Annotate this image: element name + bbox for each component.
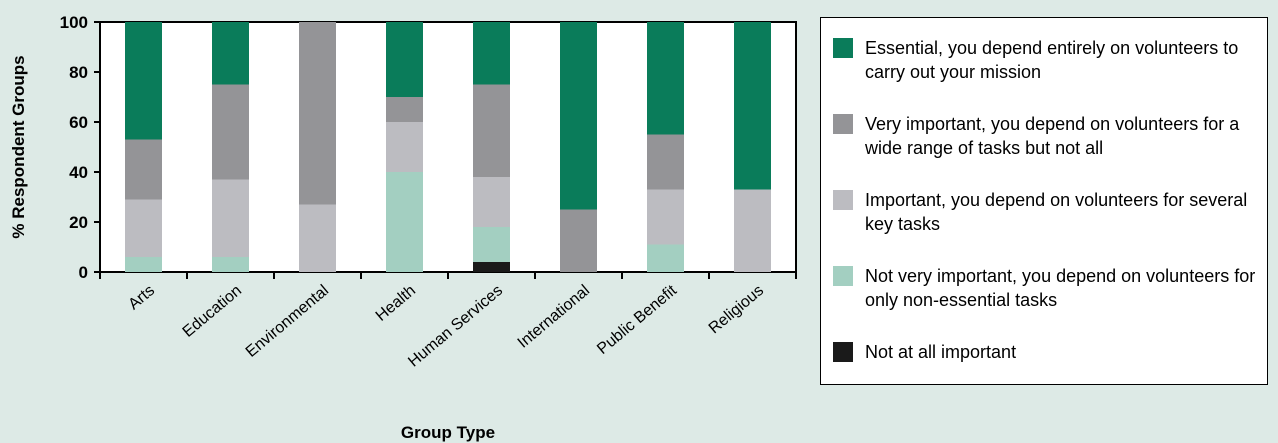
x-tick-label: Public Benefit bbox=[594, 282, 680, 358]
x-axis-title: Group Type bbox=[401, 423, 495, 442]
legend-swatch bbox=[833, 190, 853, 210]
bar-segment bbox=[212, 84, 249, 180]
legend-swatch bbox=[833, 342, 853, 362]
bar-segment bbox=[560, 209, 597, 272]
legend-label: Not at all important bbox=[865, 342, 1017, 362]
bar-segment bbox=[386, 172, 423, 272]
legend-item: Not at all important bbox=[833, 340, 1260, 364]
bar-segment bbox=[647, 189, 684, 245]
plot-area bbox=[99, 21, 797, 273]
legend-swatch bbox=[833, 266, 853, 286]
bar-segment bbox=[125, 257, 162, 272]
bar-segment bbox=[734, 22, 771, 190]
x-tick-label: International bbox=[515, 282, 593, 352]
bar-segment bbox=[473, 22, 510, 85]
bar-segment bbox=[473, 227, 510, 262]
legend-item: Very important, you depend on volunteers… bbox=[833, 112, 1260, 160]
y-ticks-group: 0 20 40 60 80 100 bbox=[60, 13, 100, 282]
legend-label: Essential, you depend entirely on volunt… bbox=[865, 38, 1239, 82]
bar-segment bbox=[473, 177, 510, 227]
y-tick-label: 60 bbox=[69, 113, 88, 132]
bar-segment bbox=[647, 134, 684, 190]
legend-item: Essential, you depend entirely on volunt… bbox=[833, 36, 1260, 84]
bar-segment bbox=[473, 84, 510, 177]
x-tick-label: Arts bbox=[125, 282, 158, 313]
bar-segment bbox=[386, 122, 423, 172]
y-tick-label: 40 bbox=[69, 163, 88, 182]
bar-segment bbox=[299, 204, 336, 272]
x-tick-label: Environmental bbox=[243, 282, 332, 361]
y-tick-label: 80 bbox=[69, 63, 88, 82]
legend-label: Very important, you depend on volunteers… bbox=[865, 114, 1240, 158]
bar-segment bbox=[386, 22, 423, 97]
bar-segment bbox=[125, 199, 162, 257]
y-tick-label: 100 bbox=[60, 13, 88, 32]
legend-swatch bbox=[833, 114, 853, 134]
legend-item: Important, you depend on volunteers for … bbox=[833, 188, 1260, 236]
bar-segment bbox=[647, 22, 684, 135]
bar-segment bbox=[386, 97, 423, 122]
bar-segment bbox=[125, 22, 162, 140]
legend-swatch bbox=[833, 38, 853, 58]
legend-label: Not very important, you depend on volunt… bbox=[865, 266, 1256, 310]
y-axis-title: % Respondent Groups bbox=[9, 55, 28, 238]
x-tick-label: Education bbox=[180, 282, 245, 341]
bar-segment bbox=[125, 139, 162, 200]
x-tick-label: Health bbox=[373, 282, 419, 325]
bar-segment bbox=[212, 257, 249, 272]
x-tick-label: Religious bbox=[706, 282, 767, 337]
bar-segment bbox=[734, 189, 771, 272]
bars-group bbox=[125, 22, 771, 272]
legend: Essential, you depend entirely on volunt… bbox=[820, 17, 1268, 385]
bar-segment bbox=[212, 22, 249, 85]
y-tick-label: 0 bbox=[79, 263, 88, 282]
bar-segment bbox=[212, 179, 249, 257]
bar-segment bbox=[647, 244, 684, 272]
y-tick-label: 20 bbox=[69, 213, 88, 232]
x-tick-label: Human Services bbox=[405, 282, 506, 370]
bar-segment bbox=[473, 262, 510, 272]
legend-label: Important, you depend on volunteers for … bbox=[865, 190, 1248, 234]
bar-segment bbox=[299, 22, 336, 205]
bar-segment bbox=[560, 22, 597, 210]
legend-item: Not very important, you depend on volunt… bbox=[833, 264, 1260, 312]
